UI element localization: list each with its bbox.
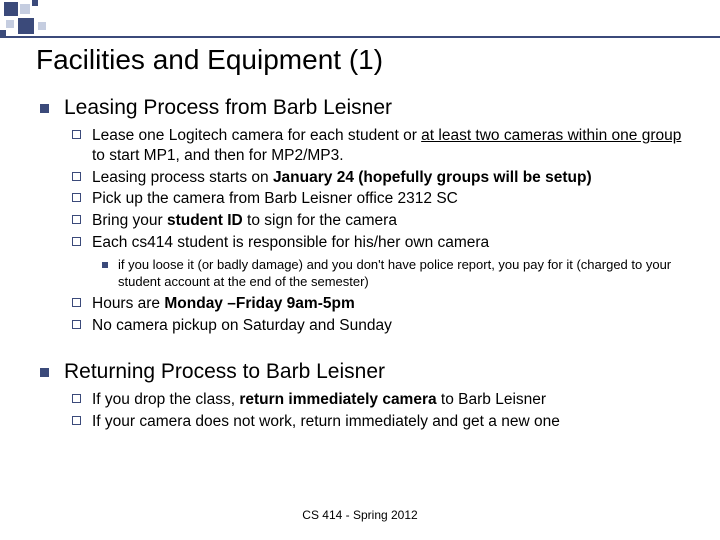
- box-bullet-icon: [72, 172, 81, 181]
- text: No camera pickup on Saturday and Sunday: [92, 317, 392, 334]
- text-bold: return immediately camera: [239, 391, 436, 408]
- top-list: Leasing Process from Barb Leisner Lease …: [40, 96, 690, 432]
- box-bullet-icon: [72, 320, 81, 329]
- text: if you loose it (or badly damage) and yo…: [118, 257, 671, 289]
- list-item: if you loose it (or badly damage) and yo…: [92, 257, 690, 290]
- text: to start MP1, and then for MP2/MP3.: [92, 147, 344, 164]
- text: If your camera does not work, return imm…: [92, 413, 560, 430]
- section-returning: Returning Process to Barb Leisner If you…: [40, 360, 690, 432]
- list-item: Each cs414 student is responsible for hi…: [64, 233, 690, 290]
- spacer: [40, 344, 690, 352]
- square-bullet-icon: [40, 104, 49, 113]
- text: Bring your: [92, 212, 167, 229]
- slide-title: Facilities and Equipment (1): [36, 44, 690, 76]
- footer-text: CS 414 - Spring 2012: [0, 508, 720, 522]
- square-bullet-icon: [40, 368, 49, 377]
- leasing-sublist: Lease one Logitech camera for each stude…: [64, 126, 690, 336]
- corner-decoration: [0, 0, 90, 36]
- box-bullet-icon: [72, 298, 81, 307]
- text-underline: at least two cameras within one group: [421, 127, 681, 144]
- list-item: Lease one Logitech camera for each stude…: [64, 126, 690, 166]
- text-bold: student ID: [167, 212, 247, 229]
- text: Lease one Logitech camera for each stude…: [92, 127, 421, 144]
- text: Each cs414 student is responsible for hi…: [92, 234, 489, 251]
- box-bullet-icon: [72, 130, 81, 139]
- box-bullet-icon: [72, 237, 81, 246]
- list-item: If you drop the class, return immediatel…: [64, 390, 690, 410]
- section-heading: Leasing Process from Barb Leisner: [64, 96, 392, 119]
- text: If you drop the class,: [92, 391, 239, 408]
- box-bullet-icon: [72, 394, 81, 403]
- text: Hours are: [92, 295, 164, 312]
- list-item: If your camera does not work, return imm…: [64, 412, 690, 432]
- text-bold: January 24 (hopefully groups will be set…: [273, 169, 592, 186]
- box-bullet-icon: [72, 416, 81, 425]
- text: to Barb Leisner: [437, 391, 546, 408]
- list-item: Leasing process starts on January 24 (ho…: [64, 168, 690, 188]
- box-bullet-icon: [72, 215, 81, 224]
- box-bullet-icon: [72, 193, 81, 202]
- small-square-bullet-icon: [102, 262, 108, 268]
- slide-content: Facilities and Equipment (1) Leasing Pro…: [0, 0, 720, 432]
- section-leasing: Leasing Process from Barb Leisner Lease …: [40, 96, 690, 336]
- returning-sublist: If you drop the class, return immediatel…: [64, 390, 690, 432]
- text: Leasing process starts on: [92, 169, 273, 186]
- list-item: Pick up the camera from Barb Leisner off…: [64, 189, 690, 209]
- section-heading: Returning Process to Barb Leisner: [64, 360, 385, 383]
- sub-sublist: if you loose it (or badly damage) and yo…: [92, 257, 690, 290]
- list-item: Bring your student ID to sign for the ca…: [64, 211, 690, 231]
- text: Pick up the camera from Barb Leisner off…: [92, 190, 458, 207]
- text-bold: Monday –Friday 9am-5pm: [164, 295, 354, 312]
- list-item: No camera pickup on Saturday and Sunday: [64, 316, 690, 336]
- text: to sign for the camera: [247, 212, 397, 229]
- list-item: Hours are Monday –Friday 9am-5pm: [64, 294, 690, 314]
- top-rule: [0, 36, 720, 38]
